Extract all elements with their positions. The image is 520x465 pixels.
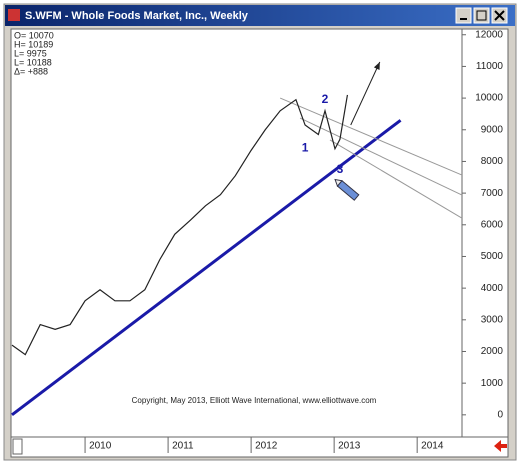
info-line: L= 9975: [14, 48, 47, 58]
info-line: Δ= +888: [14, 66, 48, 76]
price-line: [11, 94, 349, 356]
wave-label: 3: [337, 162, 344, 176]
channel-line: [329, 139, 463, 219]
y-tick-label: 1000: [481, 378, 504, 389]
chart-title: S.WFM - Whole Foods Market, Inc., Weekly: [25, 10, 249, 22]
y-tick-label: 6000: [481, 219, 504, 230]
channel-line: [350, 61, 381, 126]
y-tick-label: 8000: [481, 156, 504, 167]
maximize-button[interactable]: [473, 7, 490, 24]
x-tick-label: 2011: [172, 441, 194, 452]
wave-label: 2: [322, 92, 329, 106]
pencil-icon: [334, 178, 360, 201]
y-tick-label: 5000: [481, 251, 504, 262]
arrow-head: [373, 61, 380, 70]
copyright: Copyright, May 2013, Elliott Wave Intern…: [132, 396, 377, 405]
trend-line: [11, 119, 402, 417]
channel-line: [279, 97, 463, 176]
y-tick-label: 4000: [481, 283, 504, 294]
y-tick-label: 0: [497, 409, 503, 420]
y-tick-label: 9000: [481, 124, 504, 135]
x-tick-label: 2012: [255, 441, 278, 452]
maximize-glyph: [476, 10, 487, 21]
close-glyph: [494, 10, 505, 21]
title-bar: [5, 5, 515, 26]
scroll-arrow[interactable]: [494, 440, 507, 452]
y-tick-label: 2000: [481, 346, 504, 357]
y-tick-label: 11000: [476, 61, 504, 72]
x-tick-label: 2013: [338, 441, 361, 452]
minimize-button[interactable]: [455, 7, 472, 24]
channel-line: [299, 117, 463, 196]
info-line: L= 10188: [14, 57, 52, 67]
window-buttons[interactable]: [455, 7, 508, 24]
y-tick-label: 3000: [481, 314, 504, 325]
app-icon: [8, 9, 20, 21]
x-tick-label: 2014: [421, 441, 444, 452]
x-tick-label: 2010: [89, 441, 112, 452]
wave-label: 1: [302, 140, 309, 154]
info-line: O= 10070: [14, 30, 54, 40]
scroll-box[interactable]: [12, 438, 23, 455]
y-tick-label: 10000: [475, 93, 503, 104]
y-tick-label: 12000: [475, 29, 503, 40]
y-tick-label: 7000: [481, 188, 504, 199]
plot-frame: [10, 28, 509, 458]
info-line: H= 10189: [14, 39, 53, 49]
